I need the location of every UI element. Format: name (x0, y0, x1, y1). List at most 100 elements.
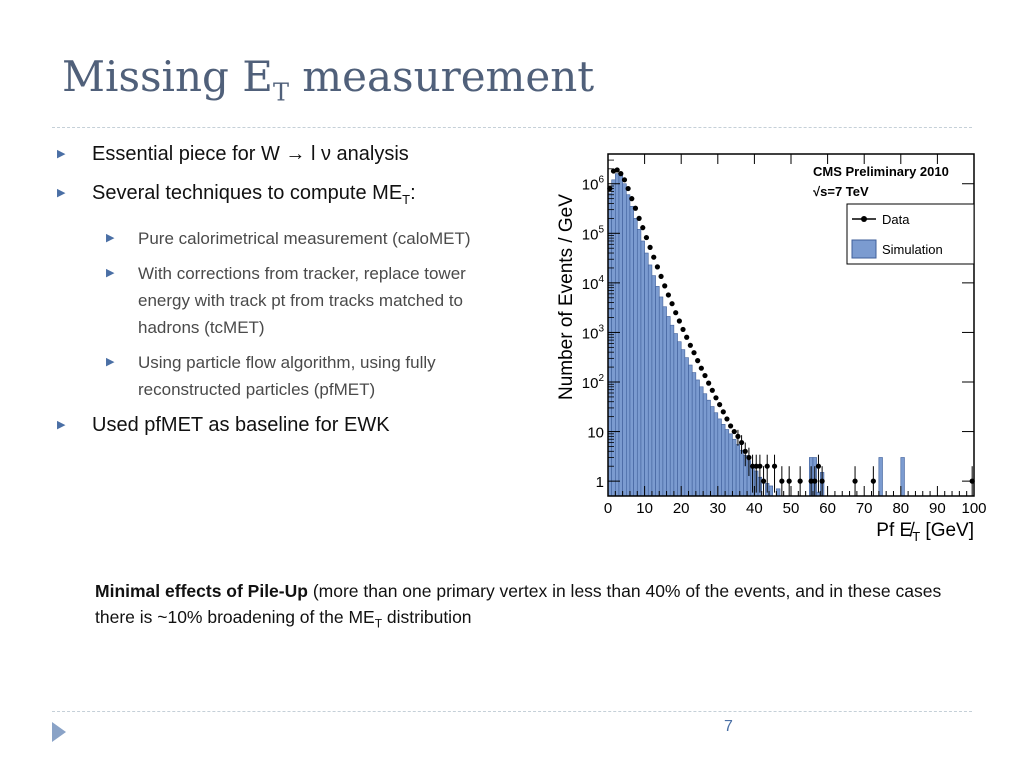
simulation-bar (666, 316, 671, 497)
data-point (819, 478, 825, 484)
simulation-bar (655, 286, 660, 497)
data-point (713, 395, 719, 401)
data-point (695, 358, 701, 364)
y-tick-exponent: 2 (598, 373, 604, 384)
data-point (749, 463, 756, 469)
data-points (607, 167, 975, 496)
y-tick-label: 10 (587, 425, 604, 442)
y-tick-label: 102 (582, 373, 605, 392)
bullet-arrow-icon: ▶ (57, 419, 66, 431)
slide-nav-triangle-icon[interactable] (52, 722, 66, 742)
data-point (665, 292, 671, 298)
simulation-bar (629, 206, 634, 497)
data-point (797, 478, 803, 484)
data-point (779, 478, 785, 484)
data-point (680, 326, 686, 333)
x-tick-label: 100 (961, 500, 986, 517)
x-tick-label: 0 (604, 500, 612, 517)
data-point (870, 478, 876, 484)
y-tick-label: 1 (596, 474, 604, 491)
bullet-item: ▶ Used pfMET as baseline for EWK (52, 411, 522, 439)
simulation-bar (636, 229, 642, 497)
slide-title: Missing ET measurement (62, 52, 595, 107)
y-tick-label: 106 (582, 175, 605, 194)
data-point (662, 283, 668, 289)
data-point (640, 225, 646, 231)
data-point (815, 463, 822, 469)
simulation-bar (717, 418, 722, 497)
data-point (742, 448, 748, 454)
simulation-bar (699, 386, 704, 497)
data-point (731, 428, 737, 435)
simulation-bar (710, 406, 715, 497)
data-point (669, 301, 675, 307)
bullet-list: ▶ Essential piece for W → l ν analysis ▶ S… (52, 140, 522, 450)
bullet-item: ▶ Several techniques to compute MET: (52, 179, 522, 214)
data-point (852, 478, 858, 484)
data-point (760, 478, 767, 484)
simulation-bar (688, 364, 693, 497)
x-tick-label: 30 (709, 500, 726, 517)
simulation-bar (721, 424, 726, 497)
data-point (636, 215, 642, 221)
simulation-bar (662, 306, 667, 497)
pileup-note: Minimal effects of Pile-Up (more than on… (95, 581, 942, 631)
data-point (808, 478, 814, 484)
legend-data-marker (861, 216, 867, 222)
data-point (735, 433, 741, 439)
legend-data-label: Data (882, 212, 910, 227)
simulation-bar (724, 429, 730, 497)
data-point (629, 196, 635, 202)
simulation-bar (658, 296, 664, 497)
data-point (720, 409, 726, 415)
simulation-bar (622, 183, 627, 497)
simulation-bar (618, 174, 623, 497)
simulation-bar (626, 194, 631, 497)
simulation-bar (673, 333, 678, 497)
data-point (643, 234, 650, 241)
simulation-bar (640, 240, 645, 497)
data-point (676, 318, 682, 324)
x-tick-label: 70 (856, 500, 873, 517)
simulation-bar (633, 218, 638, 497)
x-tick-label: 20 (673, 500, 690, 517)
y-tick-label: 105 (582, 224, 605, 243)
simulation-bar (735, 444, 741, 497)
data-point (651, 254, 657, 260)
bullet-arrow-icon: ▶ (57, 187, 66, 199)
data-point (724, 416, 730, 422)
y-tick-exponent: 4 (598, 274, 604, 285)
simulation-bar (677, 341, 682, 497)
sub-bullet-item: ▶ With corrections from tracker, replace … (52, 260, 522, 341)
x-tick-label: 80 (892, 500, 909, 517)
simulation-bar (732, 438, 737, 497)
bullet-arrow-icon: ▶ (106, 356, 115, 368)
y-tick-exponent: 6 (598, 175, 604, 186)
data-point (717, 401, 723, 408)
data-point (687, 342, 693, 348)
simulation-bar (644, 252, 649, 497)
simulation-bar (878, 457, 883, 497)
sub-bullet-item: ▶ Using particle flow algorithm, using fu… (52, 349, 522, 403)
data-point (654, 264, 661, 270)
data-point (709, 387, 715, 393)
data-point (684, 334, 690, 340)
data-point (771, 463, 778, 469)
data-point (698, 365, 704, 371)
chart-subtitle: √s=7 TeV (813, 184, 869, 199)
simulation-bar (900, 457, 905, 497)
bullet-arrow-icon: ▶ (106, 267, 115, 279)
data-point (728, 423, 734, 429)
x-tick-label: 50 (783, 500, 800, 517)
data-point (625, 185, 631, 192)
bullet-arrow-icon: ▶ (57, 148, 66, 160)
x-tick-label: 10 (636, 500, 653, 517)
y-tick-label: 104 (582, 274, 605, 293)
simulation-bar (615, 173, 620, 497)
simulation-bar (691, 372, 697, 497)
simulation-bar (768, 485, 773, 497)
simulation-bar (651, 275, 656, 497)
page-number: 7 (724, 718, 733, 735)
chart-legend: Data Simulation (846, 203, 975, 265)
data-point (753, 463, 759, 469)
